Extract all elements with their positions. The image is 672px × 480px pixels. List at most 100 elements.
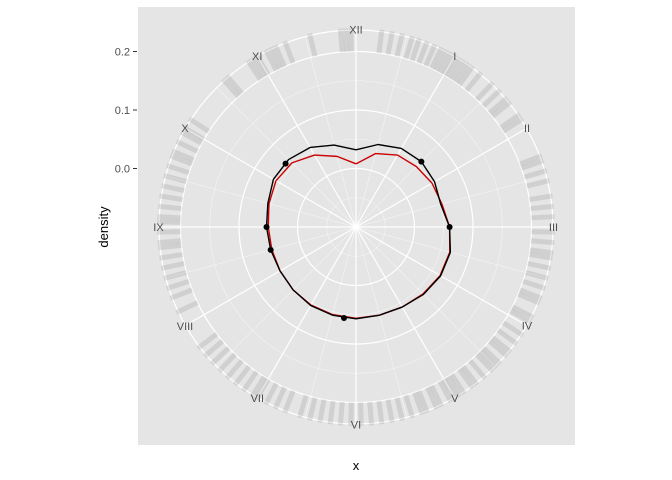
rug-mark — [348, 402, 354, 426]
rug-mark — [187, 116, 211, 134]
rug-mark — [175, 139, 199, 154]
major-grid-spoke — [185, 226, 357, 327]
rug-mark — [531, 229, 555, 235]
rug-mark — [348, 28, 354, 52]
minor-grid-spoke — [216, 87, 357, 228]
major-grid-spoke — [355, 226, 527, 327]
rug-mark — [526, 178, 550, 189]
y-axis-title: density — [96, 206, 111, 248]
major-grid-spoke — [256, 226, 357, 398]
rug-mark — [474, 352, 495, 373]
rug-mark — [307, 33, 318, 57]
rug-mark — [531, 214, 555, 221]
data-point — [418, 158, 425, 165]
data-point — [446, 224, 453, 230]
rug-mark — [157, 203, 182, 212]
rug-layer — [157, 28, 555, 426]
hour-label: II — [524, 123, 530, 135]
minor-grid-spoke — [165, 226, 357, 279]
hour-label: VI — [351, 420, 361, 432]
rug-mark — [412, 391, 425, 416]
major-grid-spoke — [355, 226, 456, 398]
rug-mark — [457, 64, 475, 87]
rug-mark — [518, 287, 543, 301]
rug-mark — [376, 400, 385, 425]
rug-mark — [403, 35, 415, 60]
major-grid-spoke — [355, 56, 456, 228]
y-axis: 0.0 0.1 0.2 — [115, 47, 137, 176]
minor-grid-spoke — [304, 36, 357, 228]
rug-mark — [232, 364, 252, 387]
data-point — [282, 160, 289, 167]
rug-mark — [282, 40, 296, 65]
rug-mark — [425, 386, 440, 410]
rug-mark — [437, 380, 454, 403]
rug-mark — [524, 270, 549, 281]
rug-mark — [159, 251, 184, 261]
rug-mark — [517, 291, 541, 306]
minor-grid-spoke — [355, 87, 496, 228]
rug-mark — [166, 278, 190, 291]
rug-mark — [157, 229, 181, 235]
rug-mark — [530, 238, 555, 246]
rug-mark — [490, 99, 513, 119]
rug-mark — [409, 37, 422, 62]
rug-mark — [160, 183, 185, 193]
rug-mark — [337, 401, 345, 426]
rug-mark — [501, 116, 525, 134]
rug-mark — [509, 308, 532, 325]
hour-label: IV — [522, 321, 533, 333]
data-point — [267, 246, 274, 253]
rug-mark — [327, 400, 336, 425]
rug-mark — [203, 339, 225, 359]
rug-mark — [416, 40, 430, 65]
rug-mark — [297, 394, 309, 419]
rug-mark — [511, 304, 535, 320]
y-tick-label: 0.0 — [115, 164, 130, 176]
hour-label: IX — [153, 222, 164, 234]
rug-mark — [385, 399, 395, 424]
rug-mark — [367, 401, 375, 426]
rug-mark — [481, 345, 502, 366]
rug-mark — [160, 261, 185, 271]
hour-label: V — [451, 393, 459, 405]
rug-mark — [166, 163, 190, 176]
minor-grid-spoke — [355, 226, 496, 367]
rug-mark — [523, 168, 548, 180]
minor-grid-spoke — [355, 226, 408, 418]
rug-mark — [429, 384, 444, 408]
rug-mark — [449, 58, 467, 82]
rug-mark — [416, 389, 430, 414]
rug-mark — [224, 358, 244, 380]
rug-mark — [272, 44, 287, 68]
rug-mark — [520, 158, 545, 171]
rug-mark — [453, 61, 471, 84]
rug-mark — [358, 402, 364, 426]
rug-mark — [429, 46, 444, 70]
minor-grid-spoke — [355, 175, 547, 228]
density-line-black — [265, 143, 452, 320]
rug-mark — [496, 328, 519, 346]
rug-mark — [268, 46, 283, 70]
rug-mark — [157, 238, 182, 246]
hour-label: XI — [252, 51, 262, 63]
rug-mark — [528, 251, 553, 261]
rug-mark — [157, 219, 181, 225]
rug-mark — [487, 95, 509, 115]
rug-mark — [478, 349, 499, 370]
rug-mark — [481, 88, 502, 109]
rug-mark — [254, 377, 271, 401]
rug-mark — [460, 364, 480, 387]
rug-mark — [182, 125, 206, 142]
rug-mark — [530, 203, 555, 212]
rug-mark — [159, 193, 184, 203]
rug-mark — [196, 331, 219, 351]
rug-mark — [282, 389, 296, 414]
hour-label: III — [549, 222, 558, 234]
rug-mark — [441, 53, 458, 77]
rug-mark — [171, 148, 195, 163]
minor-grid-spoke — [355, 36, 408, 228]
rug-mark — [441, 377, 458, 401]
